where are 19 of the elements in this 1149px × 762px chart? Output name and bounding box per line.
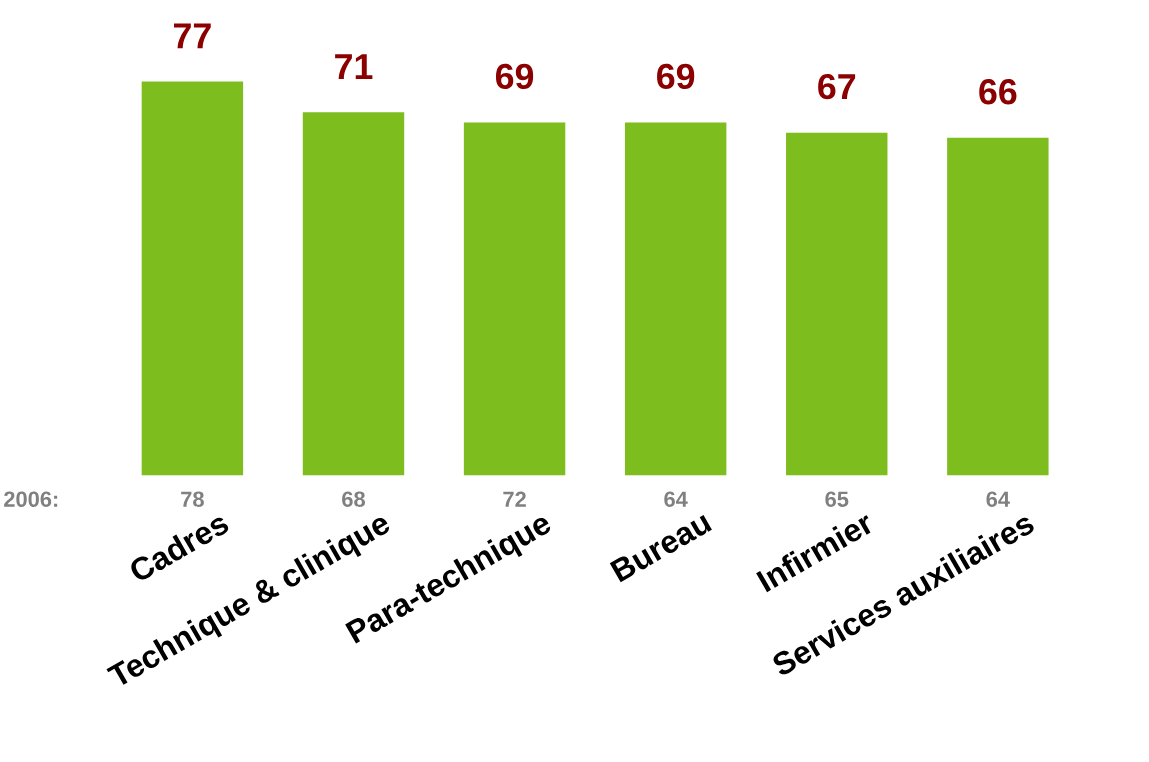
text: 2006: [4, 491, 58, 508]
data-label: 71 [335, 54, 373, 80]
bar [302, 112, 405, 476]
bar [463, 122, 566, 476]
text: 64 [986, 491, 1010, 508]
text: 68 [342, 491, 365, 508]
bar [141, 81, 244, 476]
data-label: 69 [495, 63, 534, 90]
data-label: 66 [979, 79, 1017, 105]
text: 64 [664, 491, 688, 508]
data-label: 67 [818, 74, 856, 100]
text: 72 [503, 491, 526, 507]
text: 65 [825, 491, 849, 508]
bar [947, 137, 1049, 476]
bar [624, 122, 727, 476]
data-label: 69 [657, 63, 695, 90]
text: 78 [181, 491, 204, 508]
bar [786, 132, 888, 476]
data-label: 77 [174, 23, 211, 49]
